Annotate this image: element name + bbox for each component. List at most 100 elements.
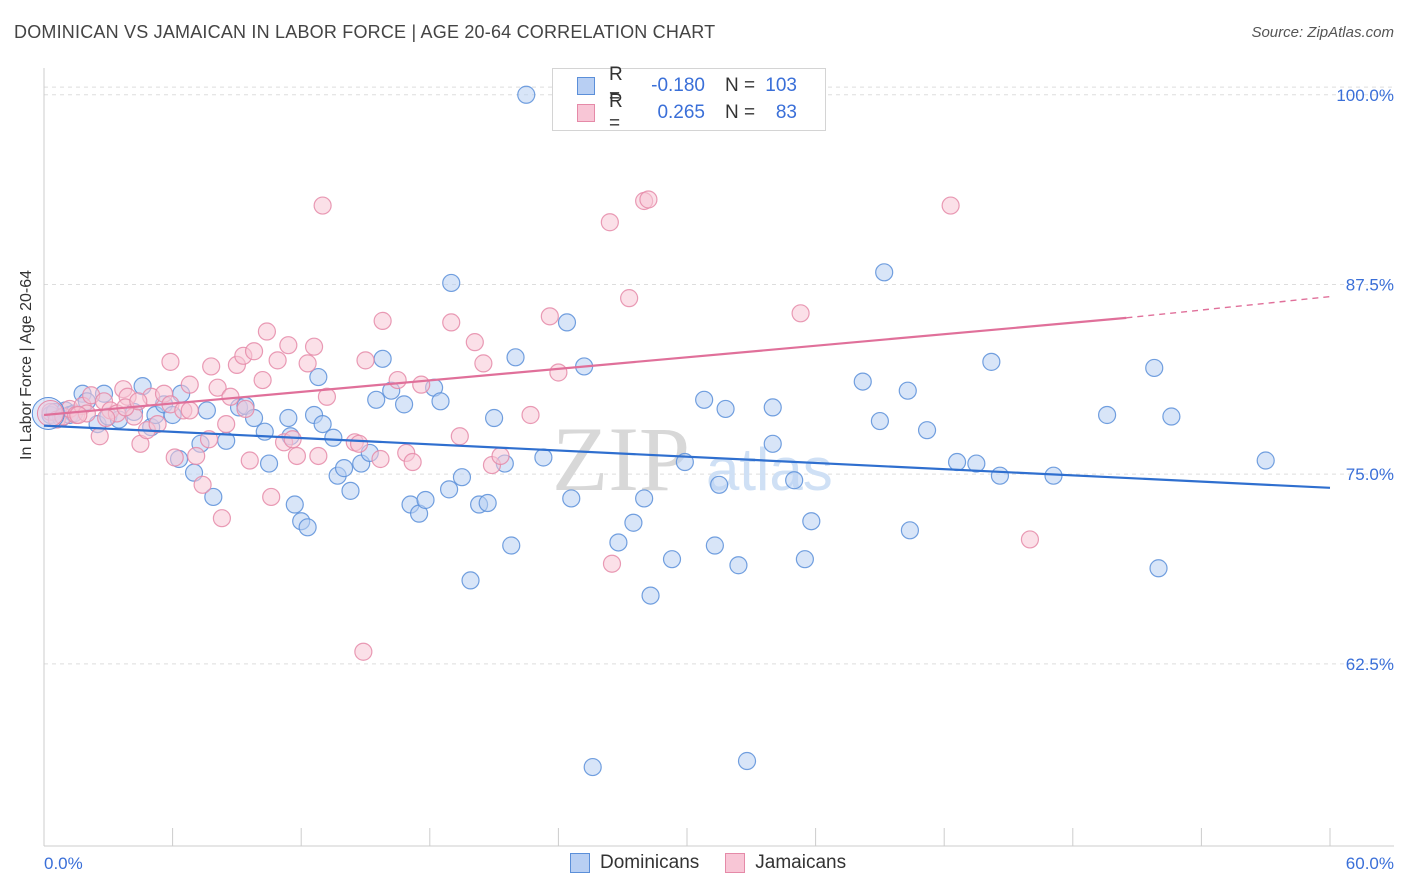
data-point <box>204 487 223 507</box>
legend-row-dominicans: R = -0.180 N = 103 <box>577 64 797 107</box>
correlation-legend: R = -0.180 N = 103 R = 0.265 N = 83 <box>552 64 826 134</box>
data-point <box>165 448 184 467</box>
grid-lines <box>44 86 1394 665</box>
data-point <box>394 395 414 414</box>
n-value: 103 <box>765 75 797 96</box>
data-point <box>317 387 337 406</box>
data-point <box>69 405 88 425</box>
data-point <box>431 392 450 411</box>
data-point <box>253 370 272 390</box>
data-point <box>309 446 328 466</box>
data-point <box>341 481 360 500</box>
data-point <box>710 475 729 494</box>
data-point <box>620 289 639 308</box>
r-value: -0.180 <box>651 75 705 96</box>
legend-label-jamaicans: Jamaicans <box>755 852 847 873</box>
data-point <box>268 351 287 370</box>
data-point <box>279 408 298 428</box>
swatch-jamaicans <box>725 853 746 873</box>
data-point <box>967 454 986 473</box>
swatch-jamaicans <box>577 104 595 122</box>
data-point <box>1020 530 1040 549</box>
r-value: 0.265 <box>657 102 705 123</box>
data-point <box>534 448 553 467</box>
data-points <box>31 85 1275 777</box>
data-point <box>695 390 714 409</box>
data-point <box>982 352 1001 371</box>
data-point <box>371 449 390 469</box>
data-point <box>304 337 324 356</box>
data-point <box>287 446 307 466</box>
data-point <box>795 550 814 569</box>
data-point <box>716 399 735 419</box>
data-point <box>990 466 1010 485</box>
data-point <box>602 554 622 573</box>
data-point <box>354 642 373 661</box>
data-point <box>1162 407 1181 426</box>
data-point <box>521 405 540 425</box>
trend-line-jamaicans <box>43 316 1127 417</box>
data-point <box>309 367 328 387</box>
data-point <box>947 452 967 472</box>
data-point <box>898 381 917 400</box>
watermark: ZIP atlas <box>552 408 833 510</box>
data-point <box>1097 405 1117 425</box>
data-point <box>439 480 459 499</box>
data-point <box>853 372 872 391</box>
data-point <box>875 263 894 282</box>
legend-item-dominicans[interactable]: Dominicans <box>570 852 699 874</box>
n-label: N = <box>725 75 756 96</box>
data-point <box>1256 451 1275 470</box>
data-point <box>729 556 748 575</box>
data-point <box>452 468 472 487</box>
data-point <box>442 313 461 332</box>
swatch-dominicans <box>577 77 595 95</box>
y-tick-label: 87.5% <box>1346 275 1394 294</box>
data-point <box>334 459 354 478</box>
data-point <box>639 190 658 209</box>
data-point <box>461 571 480 590</box>
data-point <box>161 352 180 371</box>
data-point <box>1149 559 1168 578</box>
data-point <box>478 493 497 513</box>
data-point <box>941 196 960 215</box>
data-point <box>259 454 279 473</box>
data-point <box>506 348 525 367</box>
data-point <box>313 196 332 215</box>
legend-item-jamaicans[interactable]: Jamaicans <box>725 852 846 874</box>
data-point <box>763 398 782 417</box>
data-point <box>373 349 392 368</box>
n-value: 83 <box>775 102 797 123</box>
legend-row-jamaicans: R = 0.265 N = 83 <box>577 91 797 134</box>
data-point <box>298 518 317 537</box>
series-legend: Dominicans Jamaicans <box>570 852 872 874</box>
data-point <box>202 357 221 376</box>
y-tick-label: 100.0% <box>1336 86 1394 105</box>
data-point <box>763 434 782 453</box>
data-point <box>870 411 890 431</box>
data-point <box>517 85 536 104</box>
data-point <box>240 451 259 470</box>
data-point <box>491 446 510 466</box>
data-point <box>785 471 804 490</box>
tick-labels: 62.5% 75.0% 87.5% 100.0% 0.0% 60.0% <box>44 86 1394 873</box>
data-point <box>285 495 304 514</box>
data-point <box>279 336 298 355</box>
swatch-dominicans <box>570 853 590 873</box>
data-point <box>193 475 212 494</box>
data-point <box>180 375 199 394</box>
data-point <box>502 536 521 555</box>
data-point <box>562 489 581 508</box>
y-tick-label: 62.5% <box>1346 655 1394 674</box>
data-point <box>388 370 407 390</box>
data-point <box>583 757 602 777</box>
data-point <box>635 489 654 508</box>
axes <box>43 68 1394 847</box>
data-point <box>917 421 937 440</box>
data-point <box>349 434 369 453</box>
data-point <box>485 408 504 428</box>
data-point <box>600 213 619 232</box>
data-point <box>557 313 577 332</box>
data-point <box>1145 358 1164 378</box>
